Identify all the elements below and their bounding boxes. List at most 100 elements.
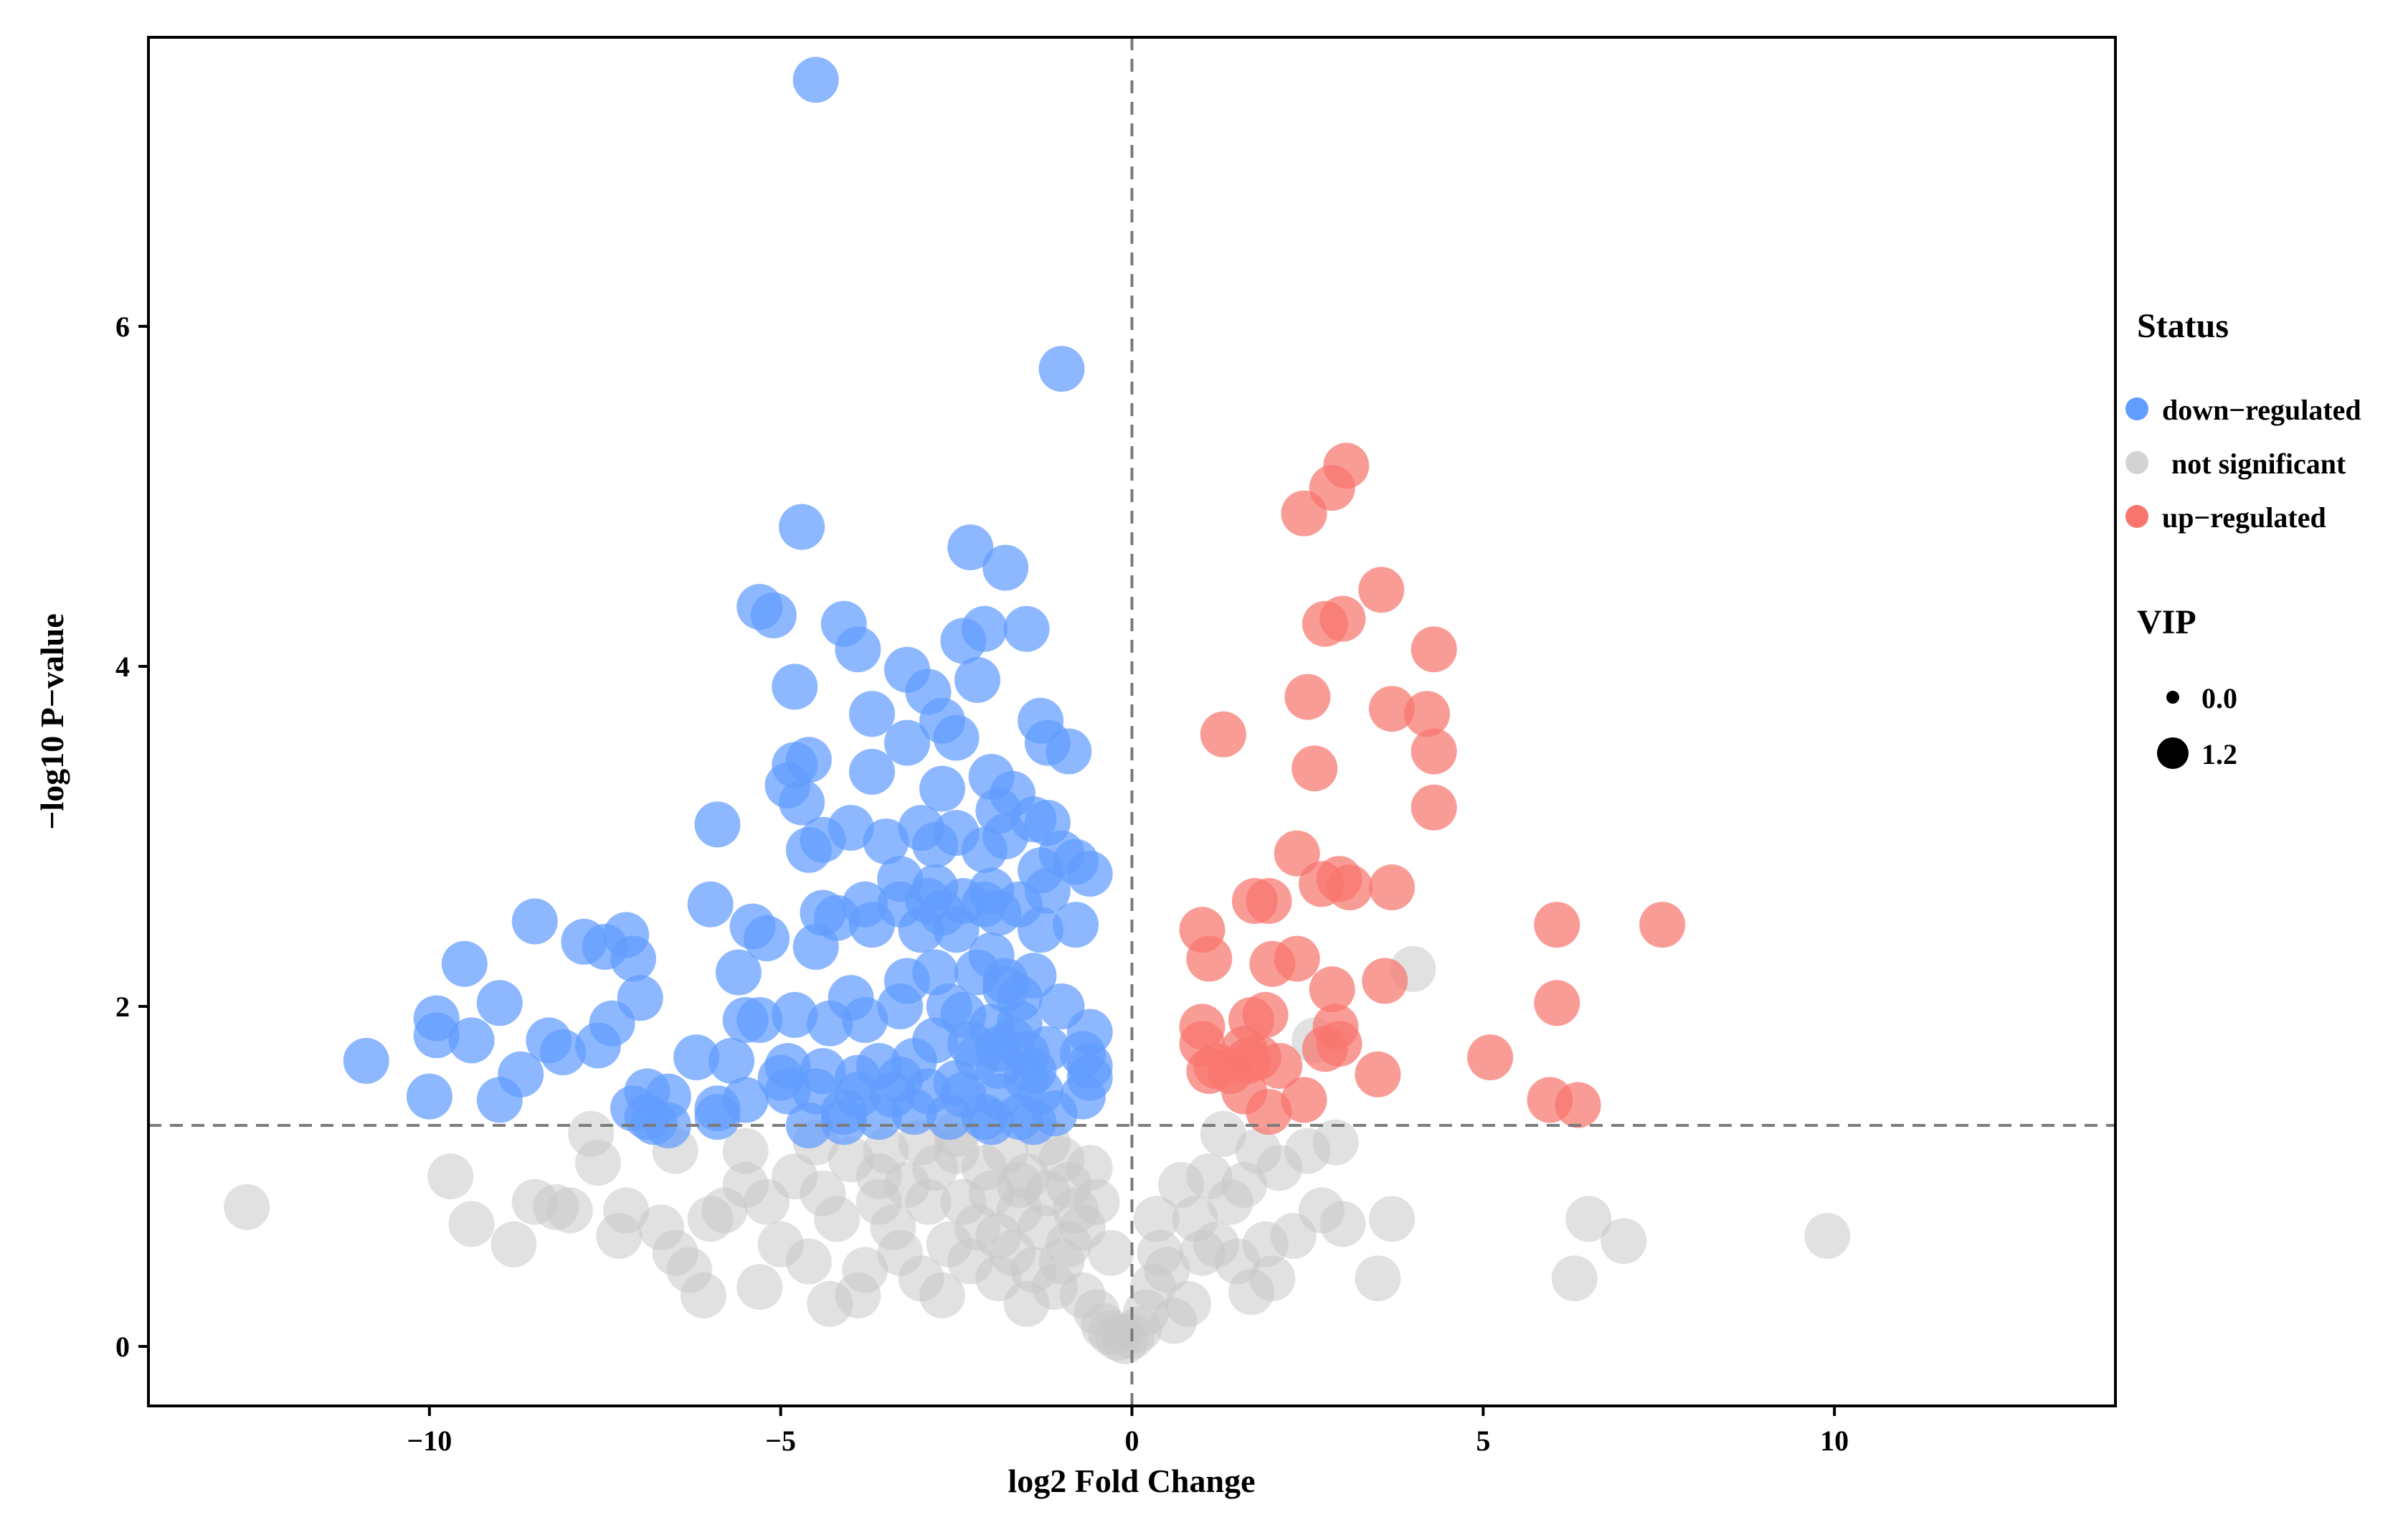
point-up-regulated-13	[1411, 784, 1457, 831]
y-tick-label: 4	[115, 651, 130, 683]
y-tick-label: 0	[115, 1331, 130, 1363]
point-down-regulated-108	[343, 1037, 389, 1084]
point-down-regulated-13	[954, 656, 1000, 703]
point-down-regulated-30	[779, 779, 825, 826]
point-not-significant-109	[1038, 1238, 1085, 1285]
point-down-regulated-6	[750, 592, 797, 638]
legend-label-down-regulated: down−regulated	[2162, 394, 2361, 426]
legend-swatch-down-regulated	[2125, 397, 2148, 420]
legend-vip-title: VIP	[2137, 603, 2196, 641]
point-down-regulated-77	[715, 949, 762, 996]
point-up-regulated-17	[1327, 864, 1373, 911]
point-not-significant-102	[1003, 1280, 1050, 1327]
legend-swatch-up-regulated	[2125, 505, 2148, 528]
point-not-significant-5	[546, 1187, 593, 1234]
point-down-regulated-75	[610, 935, 656, 982]
point-down-regulated-83	[476, 980, 523, 1026]
point-down-regulated-153	[968, 1099, 1015, 1146]
legend-label-not-significant: not significant	[2171, 448, 2346, 480]
x-axis-title: log2 Fold Change	[1008, 1463, 1255, 1499]
legend-swatch-not-significant	[2125, 451, 2148, 474]
point-down-regulated-42	[785, 826, 832, 873]
point-down-regulated-145	[855, 1094, 902, 1141]
y-tick-label: 6	[115, 311, 130, 343]
point-down-regulated-93	[772, 991, 818, 1038]
point-down-regulated-109	[673, 1034, 720, 1081]
point-not-significant-74	[1565, 1196, 1612, 1242]
point-down-regulated-151	[785, 1102, 832, 1148]
legend-vip-label-large: 1.2	[2201, 738, 2237, 770]
point-not-significant-99	[596, 1213, 643, 1259]
point-down-regulated-58	[687, 881, 734, 927]
point-down-regulated-2	[779, 504, 825, 550]
point-up-regulated-45	[1467, 1034, 1514, 1081]
point-down-regulated-100	[448, 1017, 495, 1064]
x-axis: −10 −5 0 5 10	[407, 1406, 1849, 1457]
point-up-regulated-6	[1411, 626, 1457, 673]
point-not-significant-2	[448, 1201, 495, 1247]
y-tick-label: 2	[115, 991, 130, 1023]
point-down-regulated-16	[849, 691, 895, 737]
point-down-regulated-10	[940, 618, 987, 664]
y-axis-title: −log10 P−value	[34, 613, 70, 830]
point-down-regulated-3	[947, 524, 994, 571]
point-down-regulated-19	[933, 714, 980, 761]
point-up-regulated-21	[1534, 902, 1580, 948]
point-up-regulated-5	[1319, 595, 1366, 642]
point-not-significant-76	[1804, 1213, 1851, 1259]
point-up-regulated-26	[1274, 935, 1320, 982]
point-up-regulated-14	[1274, 830, 1320, 877]
point-not-significant-17	[785, 1238, 832, 1285]
point-up-regulated-27	[1362, 958, 1408, 1004]
point-down-regulated-66	[1018, 907, 1064, 953]
point-not-significant-103	[905, 1179, 952, 1225]
point-not-significant-68	[1312, 1119, 1359, 1166]
point-down-regulated-103	[575, 1022, 621, 1069]
point-down-regulated-4	[982, 544, 1029, 591]
point-up-regulated-3	[1358, 567, 1405, 613]
legend-status-title: Status	[2137, 307, 2229, 345]
point-not-significant-101	[975, 1213, 1022, 1259]
point-not-significant-75	[1601, 1218, 1647, 1265]
point-not-significant-107	[1088, 1229, 1134, 1276]
point-not-significant-55	[1144, 1247, 1190, 1293]
point-down-regulated-154	[1010, 1099, 1057, 1146]
point-up-regulated-20	[1246, 878, 1292, 925]
point-down-regulated-147	[926, 1094, 972, 1141]
point-not-significant-98	[680, 1272, 726, 1318]
point-down-regulated-124	[406, 1073, 452, 1120]
point-down-regulated-14	[772, 664, 818, 710]
point-not-significant-19	[814, 1196, 861, 1242]
point-not-significant-57	[1165, 1280, 1211, 1327]
point-not-significant-70	[1355, 1255, 1401, 1302]
point-not-significant-69	[1319, 1201, 1366, 1247]
point-down-regulated-163	[1010, 1048, 1057, 1095]
legend-vip-size-large	[2157, 737, 2189, 769]
point-up-regulated-18	[1369, 864, 1415, 911]
point-down-regulated-63	[849, 902, 895, 948]
point-up-regulated-2	[1281, 490, 1327, 537]
point-down-regulated-71	[511, 898, 558, 945]
point-not-significant-111	[736, 1264, 783, 1311]
point-not-significant-106	[1172, 1196, 1218, 1242]
x-tick-label: −5	[765, 1425, 796, 1457]
legend-vip-label-small: 0.0	[2201, 682, 2237, 714]
x-tick-label: −10	[407, 1425, 452, 1457]
point-down-regulated-40	[863, 818, 909, 865]
point-not-significant-85	[568, 1110, 615, 1157]
legend: Status down−regulated not significant up…	[2125, 307, 2361, 770]
point-not-significant-100	[490, 1221, 537, 1267]
point-down-regulated-25	[849, 748, 895, 795]
point-up-regulated-48	[1246, 1089, 1292, 1135]
point-not-significant-83	[722, 1128, 769, 1174]
point-down-regulated-125	[476, 1077, 523, 1123]
point-down-regulated-41	[912, 821, 959, 868]
point-up-regulated-22	[1639, 902, 1686, 948]
point-up-regulated-50	[1555, 1082, 1601, 1128]
point-up-regulated-44	[1355, 1051, 1401, 1097]
y-axis: 0 2 4 6	[115, 311, 148, 1363]
point-down-regulated-0	[792, 57, 839, 103]
point-up-regulated-40	[1256, 1043, 1303, 1089]
point-up-regulated-47	[1281, 1077, 1327, 1123]
